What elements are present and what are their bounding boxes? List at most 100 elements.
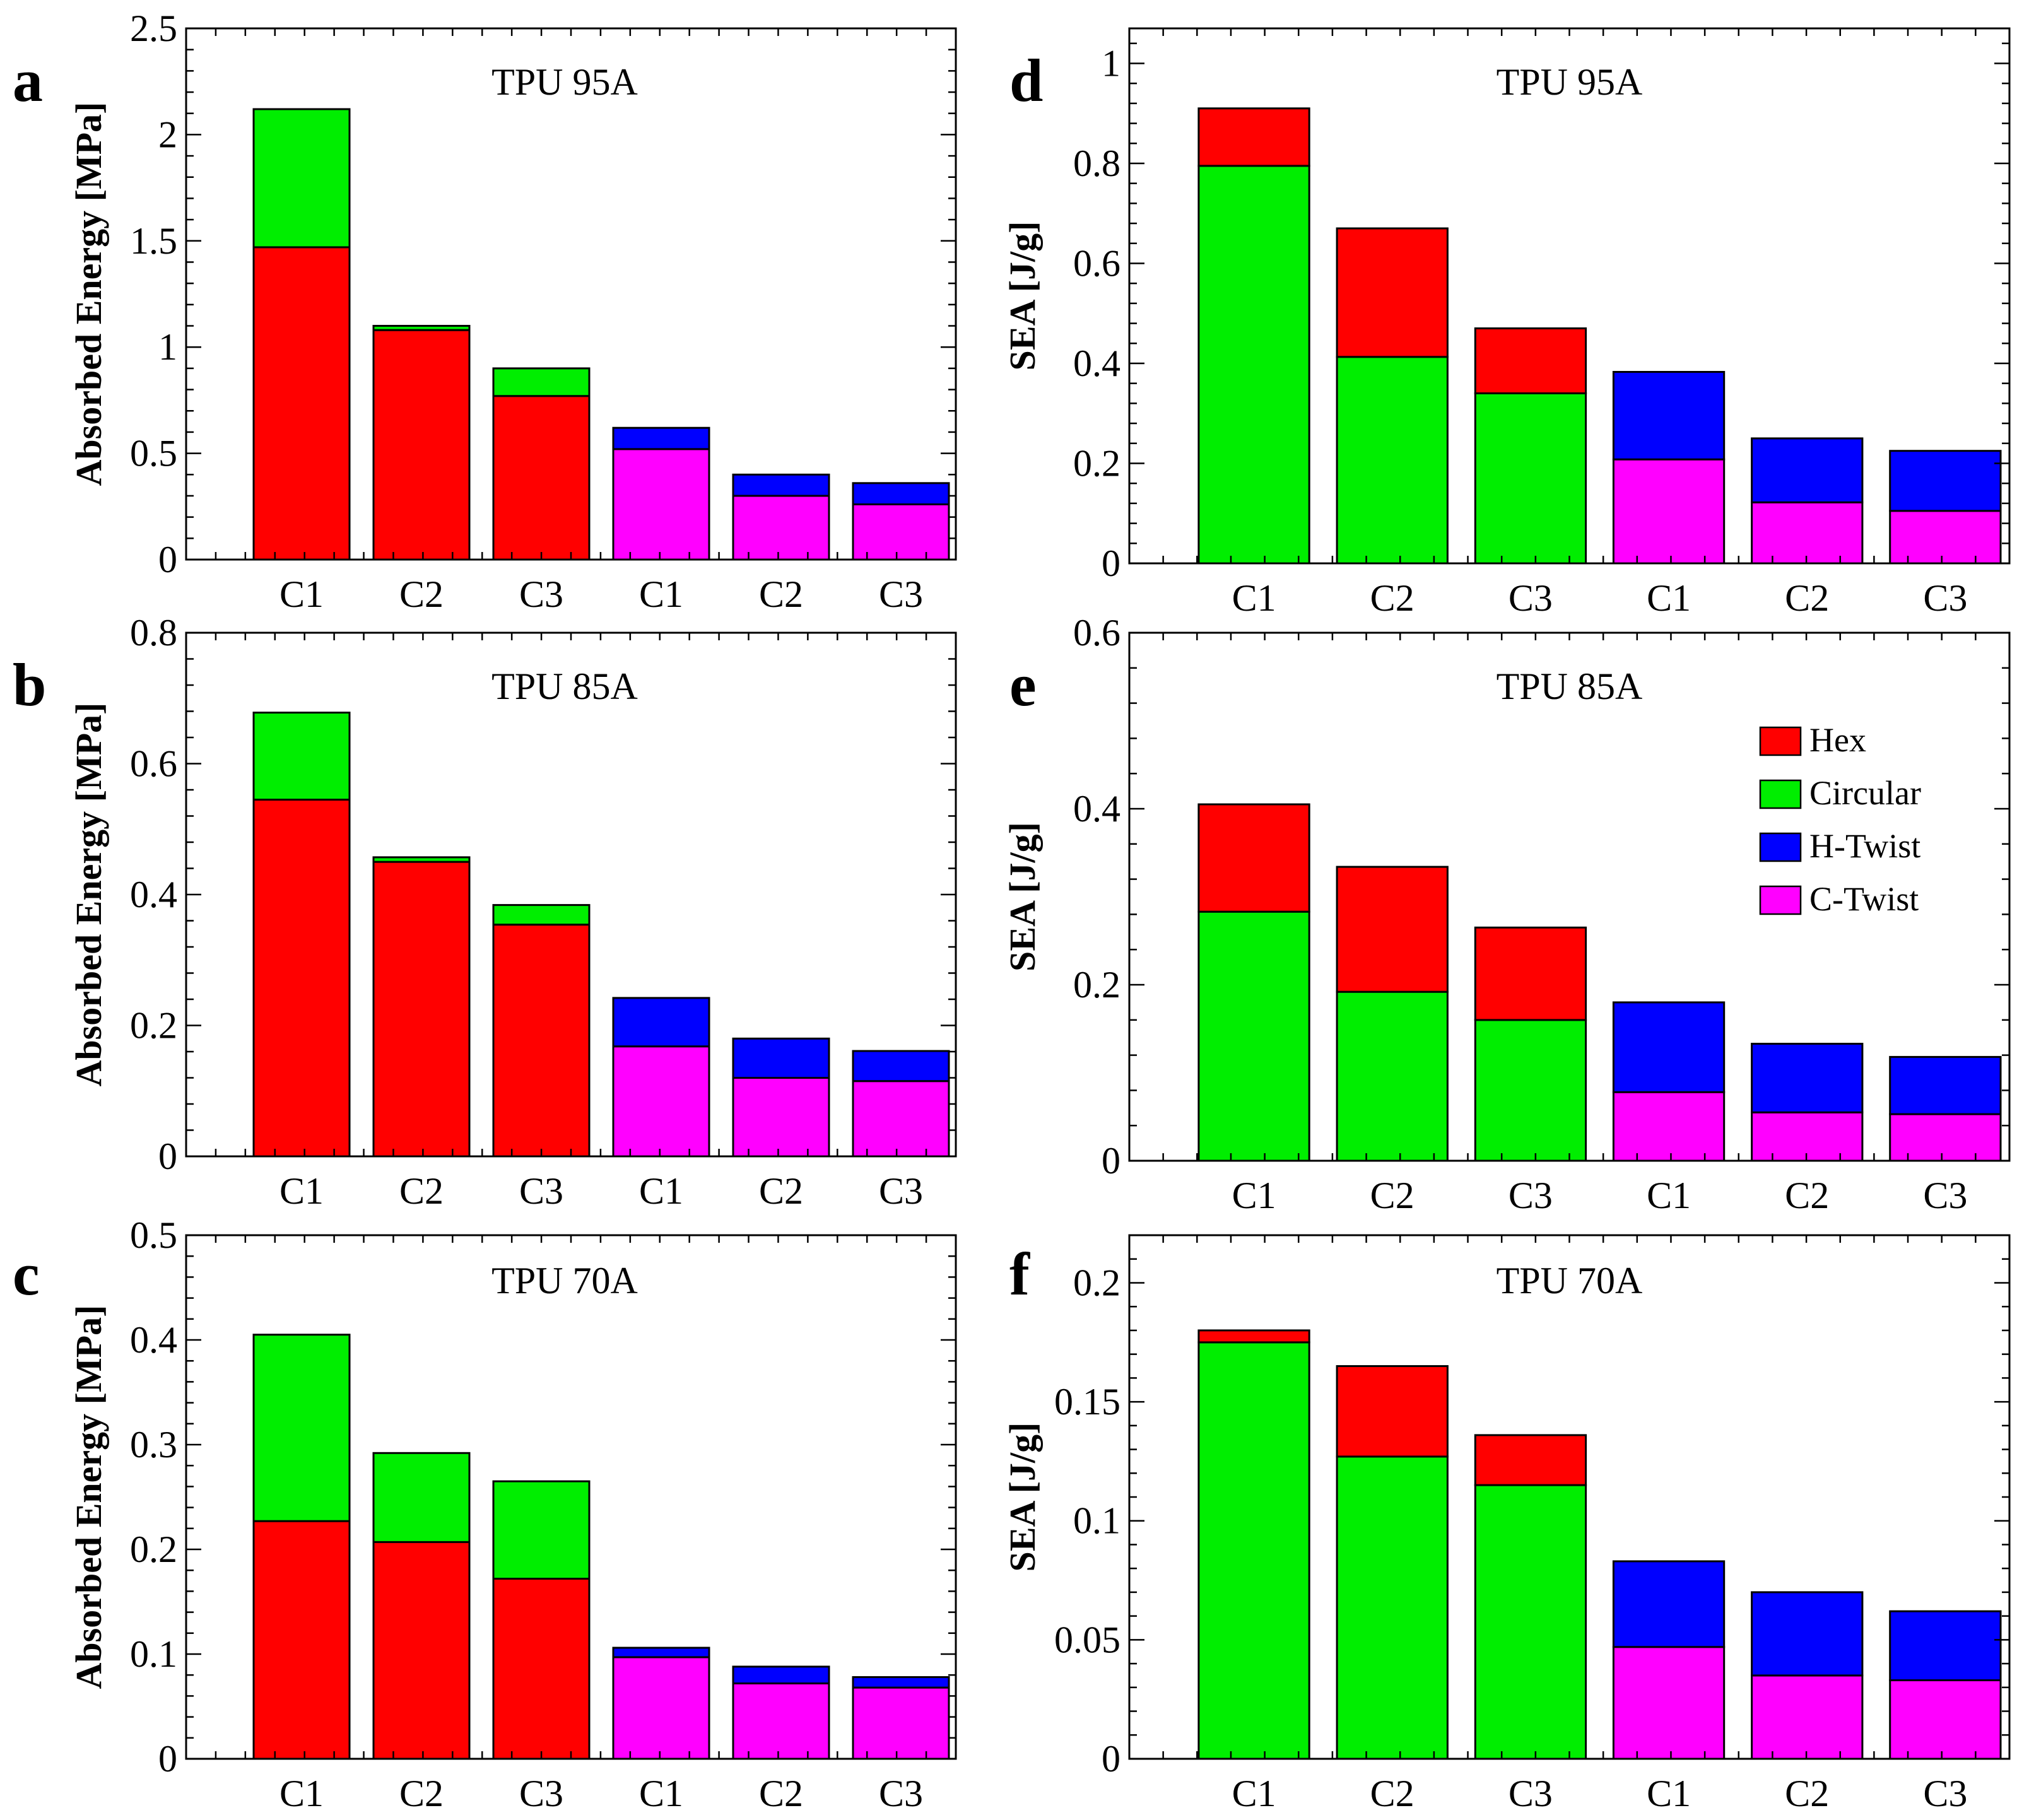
bar-segment-hex (1197, 107, 1310, 167)
bar-segment-h-twist (612, 997, 710, 1048)
y-tick-label: 0.4 (130, 874, 177, 915)
legend-swatch-hex (1759, 726, 1802, 756)
x-tick-label: C2 (759, 573, 803, 615)
bar-segment-circular (492, 904, 591, 926)
x-tick-label: C3 (1509, 1773, 1553, 1814)
bar-segment-c-twist (1751, 1111, 1864, 1162)
bar-segment-c-twist (1612, 458, 1726, 565)
y-tick-label: 2 (158, 114, 177, 155)
panel-e: C1 C2 C3 C1 C2 C3 0 0.2 0.4 0.6 e TPU 85A SEA [J/g] H… (1002, 612, 2011, 1216)
bar-segment-circular (1474, 1484, 1587, 1760)
bar-segment-circular (1197, 910, 1310, 1162)
x-tick-label: C3 (879, 1170, 923, 1212)
y-tick-label: 0.2 (1073, 1262, 1120, 1303)
bar-segment-hex (492, 1578, 591, 1760)
bar-segment-circular (1197, 165, 1310, 565)
y-tick-label: 0.6 (1073, 242, 1120, 284)
bar-segment-hex (372, 329, 471, 561)
panel-f: C1 C2 C3 C1 C2 C3 0 0.05 0.1 0.15 0.2 f TPU 70A SEA [… (1002, 1234, 2011, 1814)
y-tick-label: 0.5 (130, 433, 177, 474)
panel-title: TPU 85A (491, 666, 638, 707)
x-tick-label: C1 (639, 573, 683, 615)
panel-title: TPU 70A (491, 1260, 638, 1301)
y-tick-label: 0.05 (1054, 1619, 1120, 1660)
bar-segment-c-twist (852, 1080, 950, 1158)
bar-segment-c-twist (852, 503, 950, 561)
bar-segment-circular (1336, 1455, 1449, 1760)
y-tick-label: 1 (1102, 42, 1120, 84)
y-axis-label: Absorbed Energy [MPa] (68, 102, 109, 486)
bar-segment-c-twist (1889, 1113, 2002, 1162)
bar-segment-circular (372, 325, 471, 331)
y-tick-label: 0.4 (1073, 343, 1120, 384)
bar-segment-c-twist (732, 1077, 830, 1158)
y-tick-label: 0 (1102, 1140, 1120, 1182)
x-tick-label: C3 (519, 573, 563, 615)
bar-segment-h-twist (1751, 1043, 1864, 1113)
bar-segment-circular (1474, 1019, 1587, 1162)
bar-segment-h-twist (732, 1037, 830, 1079)
x-tick-label: C2 (399, 1170, 444, 1212)
x-tick-label: C1 (1647, 577, 1691, 619)
y-tick-label: 0 (1102, 543, 1120, 584)
bar-segment-circular (492, 1480, 591, 1580)
bar-segment-c-twist (732, 495, 830, 561)
x-tick-label: C2 (399, 1773, 444, 1814)
panel-letter: d (1009, 47, 1043, 114)
y-tick-label: 0.3 (130, 1424, 177, 1465)
x-tick-label: C3 (879, 573, 923, 615)
legend-label: H-Twist (1809, 827, 1920, 865)
bar-segment-h-twist (1751, 1591, 1864, 1677)
bar-segment-hex (252, 799, 351, 1158)
bar-segment-h-twist (1612, 1001, 1726, 1093)
panel-a: C1 C2 C3 C1 C2 C3 0 0.5 1 1.5 2 2.5 a TPU 95A Absorbed… (13, 8, 957, 615)
y-tick-label: 0 (158, 539, 177, 580)
legend-label: Hex (1809, 721, 1866, 759)
bar-segment-hex (252, 246, 351, 561)
x-tick-label: C3 (1509, 1175, 1553, 1216)
legend-swatch-c-twist (1759, 885, 1802, 915)
x-tick-label: C1 (1232, 1175, 1276, 1216)
x-tick-label: C3 (1923, 577, 1967, 619)
bar-segment-h-twist (1889, 1610, 2002, 1682)
bar-segment-c-twist (1889, 1679, 2002, 1760)
y-tick-label: 0.2 (130, 1005, 177, 1047)
x-tick-label: C2 (1370, 1175, 1414, 1216)
bar-segment-c-twist (1612, 1646, 1726, 1760)
x-tick-label: C2 (1370, 577, 1414, 619)
y-axis-label: SEA [J/g] (1002, 221, 1043, 371)
y-tick-label: 0.4 (130, 1319, 177, 1361)
bar-segment-hex (1197, 803, 1310, 913)
y-axis-label: SEA [J/g] (1002, 822, 1043, 972)
panel-title: TPU 95A (491, 61, 638, 103)
bar-segment-h-twist (852, 1676, 950, 1689)
bar-segment-h-twist (1612, 371, 1726, 461)
x-tick-label: C1 (1647, 1175, 1691, 1216)
x-tick-label: C3 (879, 1773, 923, 1814)
bar-segment-hex (1336, 1365, 1449, 1458)
bar-segment-c-twist (852, 1686, 950, 1760)
y-tick-label: 2.5 (130, 8, 177, 49)
panel-letter: c (13, 1240, 40, 1308)
panel-letter: b (13, 651, 46, 719)
x-tick-label: C2 (1785, 577, 1829, 619)
x-tick-label: C2 (759, 1170, 803, 1212)
bar-segment-c-twist (1889, 510, 2002, 565)
bar-segment-h-twist (612, 1647, 710, 1659)
bar-segment-circular (1336, 990, 1449, 1162)
bar-segment-circular (1336, 356, 1449, 565)
y-tick-label: 0.1 (130, 1633, 177, 1675)
bar-segment-h-twist (1612, 1560, 1726, 1648)
y-tick-label: 0.4 (1073, 788, 1120, 830)
y-tick-label: 0.2 (130, 1529, 177, 1570)
bar-segment-c-twist (612, 1656, 710, 1760)
y-tick-label: 0.8 (130, 612, 177, 654)
x-tick-label: C1 (1647, 1773, 1691, 1814)
bar-segment-h-twist (732, 1665, 830, 1684)
bar-segment-circular (252, 1334, 351, 1522)
bar-segment-hex (1474, 1434, 1587, 1486)
panel-title: TPU 85A (1497, 666, 1643, 707)
x-tick-label: C3 (1923, 1773, 1967, 1814)
bar-segment-hex (1474, 926, 1587, 1021)
